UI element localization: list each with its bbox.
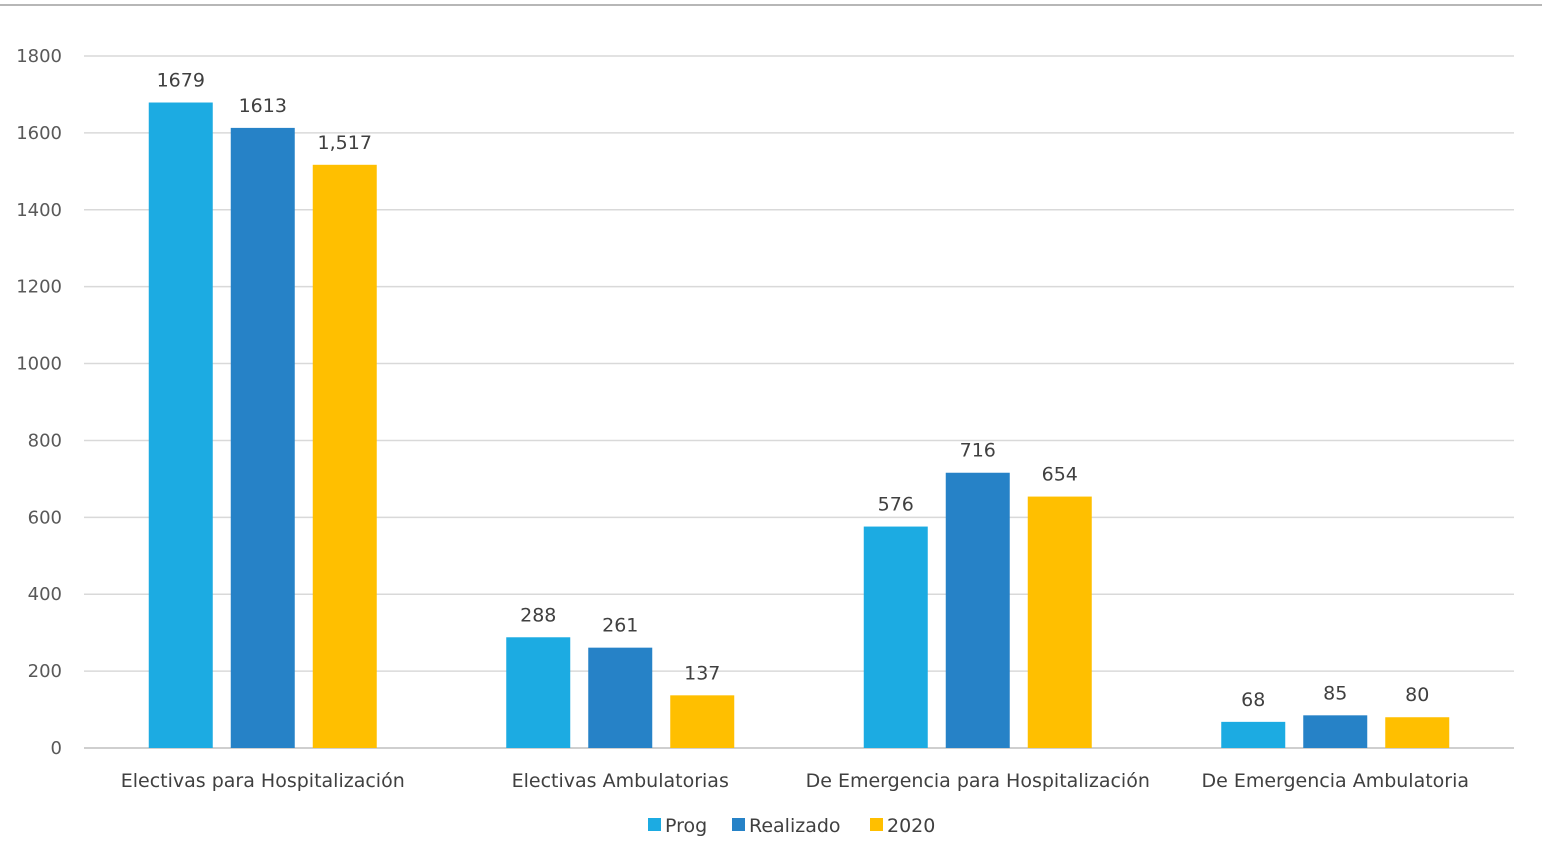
y-tick-label: 800 (28, 430, 62, 451)
y-tick-label: 1400 (16, 200, 62, 221)
y-tick-label: 1800 (16, 46, 62, 67)
data-label: 68 (1241, 689, 1265, 711)
legend-swatch (870, 818, 883, 831)
y-tick-label: 1600 (16, 123, 62, 144)
bar-2020 (312, 164, 377, 748)
bar-2020 (670, 695, 735, 748)
legend-label: 2020 (887, 815, 935, 837)
y-tick-label: 1200 (16, 277, 62, 298)
y-tick-label: 400 (28, 584, 62, 605)
bar-realizado (945, 472, 1010, 748)
data-label: 716 (960, 440, 996, 462)
data-label: 261 (602, 615, 638, 637)
data-label: 80 (1405, 684, 1429, 706)
y-tick-label: 200 (28, 661, 62, 682)
y-tick-label: 600 (28, 507, 62, 528)
data-label: 1613 (239, 95, 287, 117)
x-category-label: Electivas para Hospitalización (121, 770, 405, 792)
bar-realizado (230, 127, 295, 748)
data-label: 85 (1323, 682, 1347, 704)
x-category-label: De Emergencia Ambulatoria (1201, 770, 1469, 792)
legend-swatch (648, 818, 661, 831)
bar-2020 (1027, 496, 1092, 748)
data-label: 288 (520, 604, 556, 626)
data-label: 576 (878, 494, 914, 516)
x-category-label: De Emergencia para Hospitalización (806, 770, 1150, 792)
data-label: 137 (684, 662, 720, 684)
bar-prog (863, 526, 928, 748)
bar-prog (148, 102, 213, 749)
x-category-label: Electivas Ambulatorias (512, 770, 729, 792)
data-label: 654 (1042, 464, 1078, 486)
legend-swatch (732, 818, 745, 831)
bar-realizado (1303, 715, 1368, 748)
bar-realizado (588, 647, 653, 748)
data-label: 1,517 (318, 132, 372, 154)
y-tick-label: 0 (51, 738, 62, 759)
bar-2020 (1385, 717, 1450, 748)
bar-prog (1221, 721, 1286, 748)
y-tick-label: 1000 (16, 354, 62, 375)
legend-label: Prog (665, 815, 707, 837)
data-label: 1679 (157, 70, 205, 92)
legend-label: Realizado (749, 815, 841, 837)
bar-prog (506, 637, 571, 748)
